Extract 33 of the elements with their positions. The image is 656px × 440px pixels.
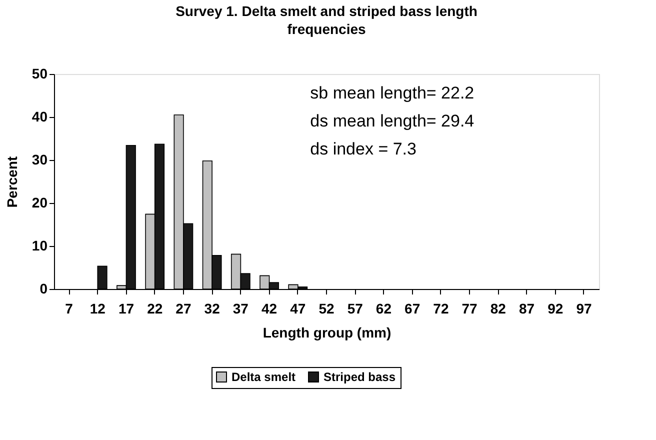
- y-axis-title: Percent: [4, 156, 20, 208]
- x-axis-title: Length group (mm): [262, 324, 392, 340]
- y-tick-label: 20: [32, 194, 48, 210]
- x-tick-label: 37: [232, 300, 249, 316]
- legend-label: Delta smelt: [232, 370, 296, 384]
- x-tick-label: 62: [376, 300, 392, 316]
- y-tick-label: 10: [32, 238, 48, 254]
- x-tick-label: 87: [518, 300, 535, 316]
- x-tick-label: 67: [404, 300, 420, 316]
- x-tick-label: 97: [576, 300, 592, 316]
- x-tick-label: 82: [490, 300, 506, 316]
- x-tick-label: 27: [176, 300, 192, 316]
- annotation: ds mean length= 29.4: [310, 111, 474, 130]
- x-tick-label: 77: [462, 300, 478, 316]
- legend-label: Striped bass: [324, 370, 396, 384]
- x-tick-label: 47: [290, 300, 306, 316]
- x-tick-label: 22: [147, 300, 163, 316]
- x-tick-label: 52: [318, 300, 334, 316]
- y-tick-label: 40: [32, 108, 48, 124]
- y-tick-label: 50: [32, 66, 48, 82]
- x-tick-label: 32: [204, 300, 220, 316]
- chart-title: Survey 1. Delta smelt and striped bass length frequencies: [176, 3, 478, 37]
- x-tick-label: 57: [347, 300, 364, 316]
- annotation: ds index = 7.3: [310, 139, 416, 158]
- x-tick-label: 72: [433, 300, 449, 316]
- x-tick-label: 12: [90, 300, 106, 316]
- x-tick-label: 42: [261, 300, 278, 316]
- annotation: sb mean length= 22.2: [310, 84, 474, 103]
- y-tick-label: 0: [40, 280, 48, 296]
- x-tick-label: 17: [118, 300, 134, 316]
- x-tick-label: 7: [65, 300, 74, 316]
- x-tick-label: 92: [548, 300, 564, 316]
- y-tick-label: 30: [32, 152, 48, 168]
